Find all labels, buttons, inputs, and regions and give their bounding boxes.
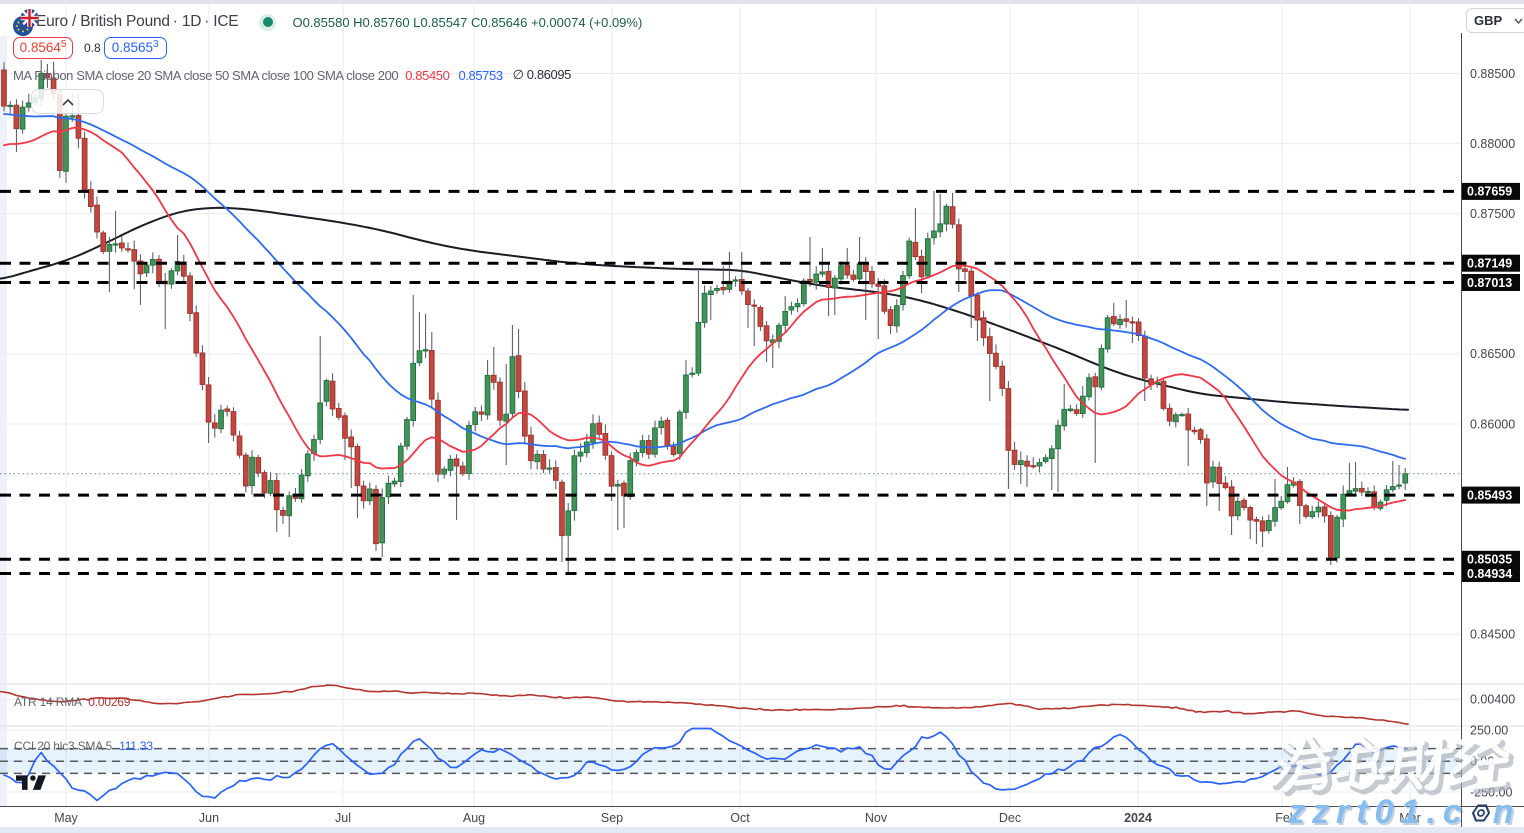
svg-text:Dec: Dec	[999, 811, 1021, 825]
svg-text:250.00: 250.00	[1470, 723, 1508, 737]
svg-text:0.86000: 0.86000	[1470, 417, 1515, 431]
svg-text:0.88000: 0.88000	[1470, 137, 1515, 151]
svg-text:Sep: Sep	[601, 811, 623, 825]
svg-text:0.88500: 0.88500	[1470, 67, 1515, 81]
svg-text:Mar: Mar	[1399, 811, 1421, 825]
svg-text:Aug: Aug	[463, 811, 485, 825]
svg-text:0.86500: 0.86500	[1470, 347, 1515, 361]
svg-text:May: May	[54, 811, 78, 825]
svg-text:Jun: Jun	[199, 811, 219, 825]
svg-text:0.87659: 0.87659	[1467, 185, 1512, 199]
svg-text:0.87500: 0.87500	[1470, 207, 1515, 221]
svg-text:Nov: Nov	[865, 811, 888, 825]
svg-text:0.84934: 0.84934	[1467, 567, 1512, 581]
svg-text:0.00400: 0.00400	[1470, 693, 1515, 707]
svg-text:0.85035: 0.85035	[1467, 553, 1512, 567]
svg-text:2024: 2024	[1124, 811, 1152, 825]
svg-text:Oct: Oct	[730, 811, 750, 825]
svg-text:0.85493: 0.85493	[1467, 488, 1512, 502]
svg-text:Feb: Feb	[1275, 811, 1297, 825]
svg-text:0.87149: 0.87149	[1467, 257, 1512, 271]
svg-text:0.87013: 0.87013	[1467, 276, 1512, 290]
svg-text:0.84500: 0.84500	[1470, 628, 1515, 642]
svg-text:Jul: Jul	[335, 811, 351, 825]
